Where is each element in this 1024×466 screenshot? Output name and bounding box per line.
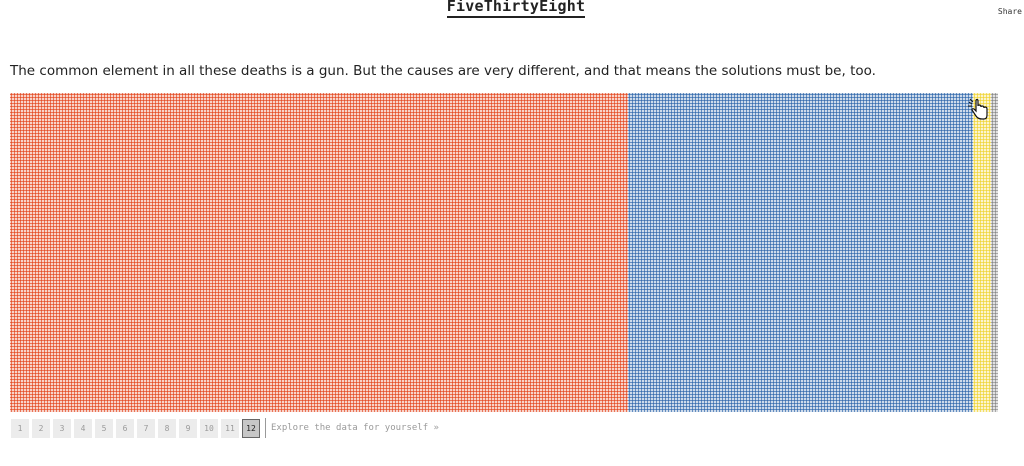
page-button-12-active[interactable]: 12 — [242, 418, 260, 438]
pager-divider — [265, 418, 266, 438]
page-button-10[interactable]: 10 — [200, 418, 218, 438]
dot-block-gray[interactable] — [991, 93, 998, 412]
page-button-1[interactable]: 1 — [11, 418, 29, 438]
page-button-6[interactable]: 6 — [116, 418, 134, 438]
dot-block-red[interactable] — [10, 93, 628, 412]
site-logo-text[interactable]: FiveThirtyEight — [446, 0, 586, 18]
page-button-3[interactable]: 3 — [53, 418, 71, 438]
hand-cursor-icon — [968, 98, 988, 120]
pagination: 1 2 3 4 5 6 7 8 9 10 11 12 Explore the d… — [11, 418, 439, 438]
dot-block-blue[interactable] — [628, 93, 973, 412]
page-button-8[interactable]: 8 — [158, 418, 176, 438]
headline: The common element in all these deaths i… — [10, 63, 876, 79]
page-button-9[interactable]: 9 — [179, 418, 197, 438]
explore-data-link[interactable]: Explore the data for yourself » — [271, 423, 439, 433]
page-button-5[interactable]: 5 — [95, 418, 113, 438]
site-logo[interactable]: FiveThirtyEight — [0, 0, 1024, 18]
page-button-7[interactable]: 7 — [137, 418, 155, 438]
page-button-2[interactable]: 2 — [32, 418, 50, 438]
dot-block-yellow[interactable] — [973, 93, 991, 412]
page-button-11[interactable]: 11 — [221, 418, 239, 438]
dot-grid[interactable] — [10, 93, 998, 412]
share-button[interactable]: Share — [997, 7, 1022, 16]
page-button-4[interactable]: 4 — [74, 418, 92, 438]
